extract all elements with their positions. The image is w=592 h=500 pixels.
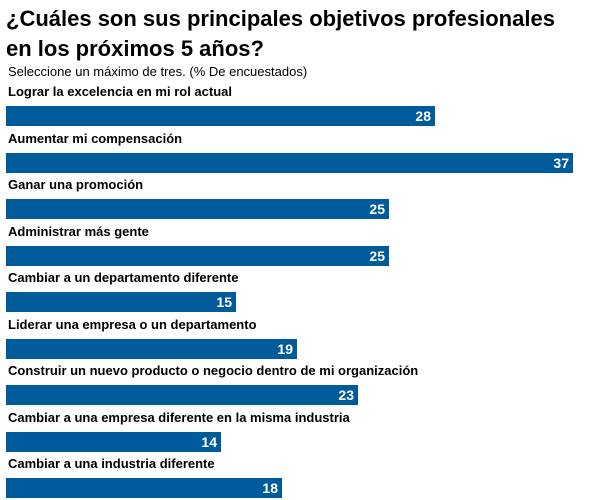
chart-title: ¿Cuáles son sus principales objetivos pr… [6, 6, 555, 61]
category-label: Cambiar a un departamento diferente [8, 270, 239, 285]
bar-value-label: 15 [216, 294, 232, 310]
category-label: Construir un nuevo producto o negocio de… [8, 363, 419, 378]
bar: 28 [6, 106, 435, 126]
category-label: Ganar una promoción [8, 177, 144, 192]
category-label: Cambiar a una industria diferente [8, 456, 215, 471]
bar: 15 [6, 292, 236, 312]
bar-value-label: 25 [369, 201, 385, 217]
bar-value-label: 28 [415, 108, 431, 124]
category-label: Liderar una empresa o un departamento [8, 316, 257, 332]
bar: 25 [6, 199, 389, 219]
bar-value-label: 14 [201, 433, 217, 450]
bar: 18 [6, 478, 282, 498]
bar-value-label: 23 [338, 387, 354, 403]
category-label: Cambiar a una empresa diferente en la mi… [8, 409, 350, 425]
bar-value-label: 37 [553, 154, 569, 171]
bar-value-label: 18 [262, 480, 278, 496]
bar: 25 [6, 245, 389, 266]
category-label: Lograr la excelencia en mi rol actual [8, 84, 232, 99]
bar-value-label: 19 [277, 340, 293, 357]
bar: 37 [6, 152, 573, 173]
category-label: Aumentar mi compensación [8, 130, 183, 146]
bar: 14 [6, 431, 221, 452]
bar-value-label: 25 [369, 247, 385, 264]
chart-subtitle: Seleccione un máximo de tres. (% De encu… [8, 64, 308, 79]
category-label: Administrar más gente [8, 223, 149, 239]
bar: 19 [6, 338, 297, 359]
bar: 23 [6, 385, 358, 405]
